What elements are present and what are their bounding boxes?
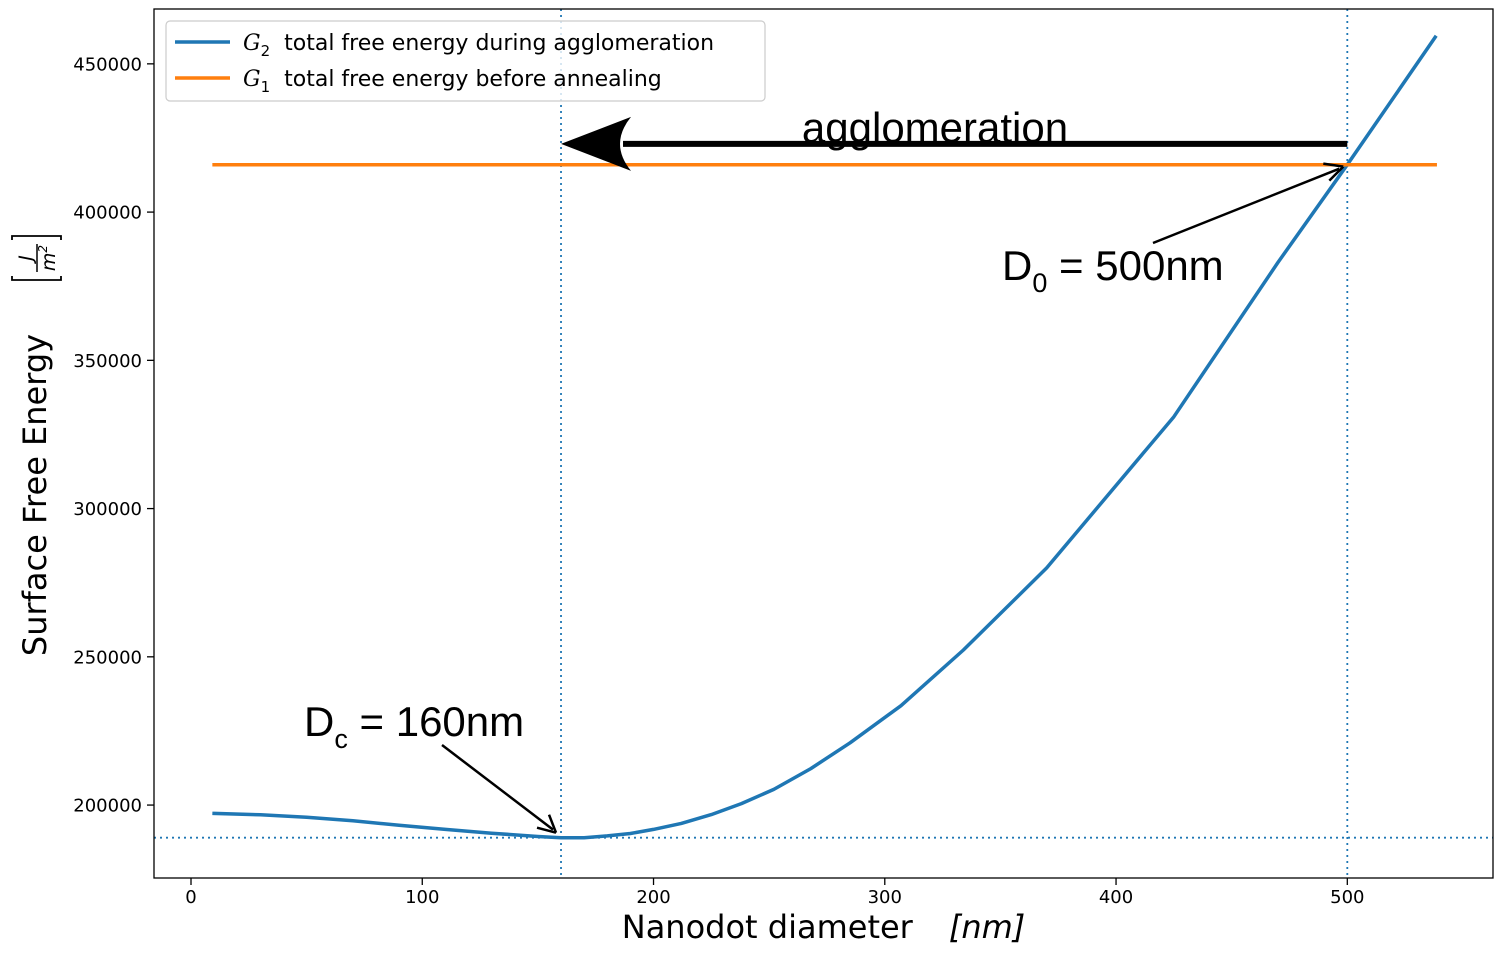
x-tick-label: 100 (405, 887, 439, 908)
d0-arrow-head (1323, 162, 1345, 182)
x-axis-label: Nanodot diameter [nm] (622, 908, 1026, 946)
legend: G2 total free energy during agglomeration… (165, 20, 766, 102)
x-tick-label: 500 (1330, 887, 1364, 908)
legend-entry-g1: G1 total free energy before annealing (175, 67, 662, 96)
x-tick-label: 0 (185, 887, 196, 908)
y-unit-bracket-right (11, 235, 62, 240)
y-tick-label: 450000 (73, 54, 142, 75)
d0-arrow-line (1152, 167, 1340, 245)
axis-labels: Nanodot diameter [nm] Surface Free Energy… (11, 235, 1026, 946)
y-axis-unit: J m2 (11, 235, 62, 281)
dc-arrow-line (441, 744, 554, 831)
x-axis-title: Nanodot diameter (622, 908, 914, 946)
legend-label-g2: G2 total free energy during agglomeration (243, 31, 714, 60)
series-line-g2 (212, 34, 1438, 840)
legend-label-g1: G1 total free energy before annealing (243, 67, 662, 96)
x-tick-label: 300 (868, 887, 902, 908)
plot-area (154, 9, 1493, 878)
legend-entry-g2: G2 total free energy during agglomeration (175, 31, 714, 60)
x-tick-label: 400 (1099, 887, 1133, 908)
dc-arrow-head (536, 814, 558, 834)
annotations: agglomeration Dc = 160nm D0 = 500nm (304, 104, 1348, 834)
plot-frame (153, 8, 1494, 879)
y-tick-label: 200000 (73, 796, 142, 817)
x-tick-label: 200 (636, 887, 670, 908)
axes: 0 100 200 300 400 500 200000 250000 300000 350000… (73, 8, 1494, 908)
y-tick-label: 350000 (73, 351, 142, 372)
y-unit-denominator: m2 (36, 245, 60, 271)
y-tick-label: 250000 (73, 647, 142, 668)
y-unit-numerator: J (15, 255, 37, 265)
y-unit-bracket-left (11, 276, 62, 281)
dc-annotation: Dc = 160nm (304, 698, 524, 754)
x-axis-unit: nm (961, 908, 1012, 946)
agglomeration-arrow-head (561, 116, 632, 171)
d0-annotation: D0 = 500nm (1002, 242, 1224, 298)
y-axis-title: Surface Free Energy (16, 334, 54, 656)
y-tick-label: 400000 (73, 203, 142, 224)
y-tick-label: 300000 (73, 499, 142, 520)
y-axis-label: Surface Free Energy J m2 (11, 235, 62, 656)
legend-box (165, 20, 766, 102)
